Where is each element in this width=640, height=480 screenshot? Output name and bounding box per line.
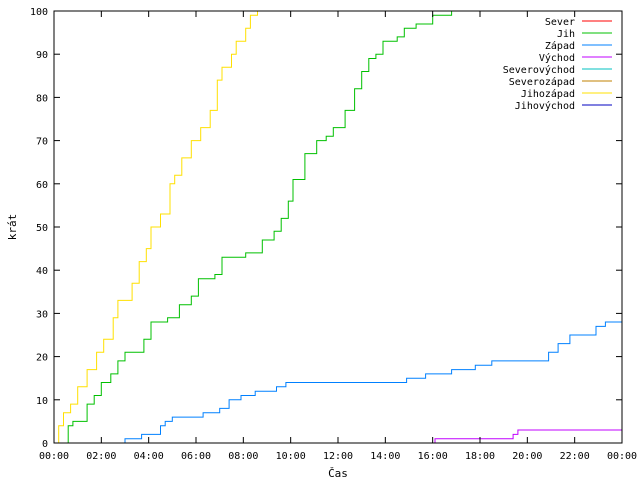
legend-label: Jih [557, 29, 575, 40]
axes: 00:00 02:00 04:00 06:00 08:00 10:00 12:00 14:00… [30, 7, 637, 462]
x-tick-label: 02:00 [86, 451, 116, 462]
x-tick-label: 00:00 [39, 451, 69, 462]
y-tick-label: 40 [36, 266, 48, 277]
x-tick-label: 10:00 [276, 451, 306, 462]
x-tick-label: 08:00 [228, 451, 258, 462]
legend-label: Sever [545, 17, 575, 28]
series-line [120, 321, 622, 444]
legend: SeverJihZápadVýchodSeverovýchodSeverozáp… [503, 17, 612, 112]
y-tick-label: 90 [36, 50, 48, 61]
x-axis-label: Čas [328, 467, 348, 480]
y-tick-label: 100 [30, 7, 48, 18]
x-tick-label: 16:00 [418, 451, 448, 462]
legend-label: Severozápad [509, 76, 575, 88]
y-tick-label: 30 [36, 309, 48, 320]
series-line [54, 10, 260, 444]
y-tick-label: 0 [42, 439, 48, 450]
x-tick-label: 22:00 [560, 451, 590, 462]
plot-area [54, 10, 622, 444]
y-tick-label: 20 [36, 353, 48, 364]
legend-label: Jihovýchod [515, 100, 575, 112]
legend-label: Západ [545, 40, 575, 52]
x-tick-label: 20:00 [512, 451, 542, 462]
x-tick-label: 12:00 [323, 451, 353, 462]
legend-label: Východ [539, 52, 575, 64]
y-tick-label: 60 [36, 180, 48, 191]
y-tick-label: 70 [36, 137, 48, 148]
series-line [65, 10, 459, 444]
series-line [432, 429, 622, 444]
x-tick-label: 00:00 [607, 451, 637, 462]
x-tick-label: 06:00 [181, 451, 211, 462]
y-tick-label: 80 [36, 93, 48, 104]
y-tick-label: 10 [36, 396, 48, 407]
y-tick-label: 50 [36, 223, 48, 234]
x-tick-label: 18:00 [465, 451, 495, 462]
legend-label: Jihozápad [521, 88, 575, 100]
legend-label: Severovýchod [503, 64, 575, 76]
x-tick-label: 04:00 [134, 451, 164, 462]
y-axis-label: krát [6, 214, 19, 241]
x-tick-label: 14:00 [370, 451, 400, 462]
